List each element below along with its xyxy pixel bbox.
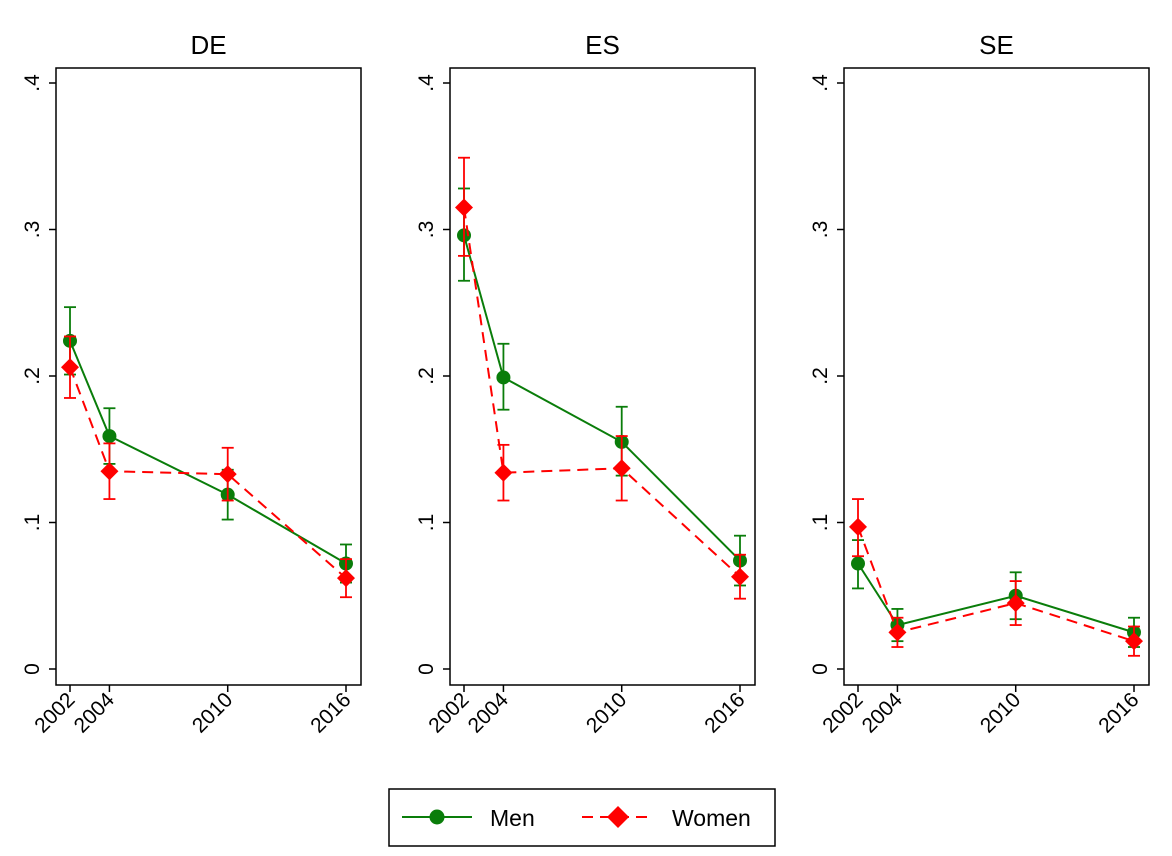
series-line-women	[69, 366, 347, 579]
series-line-men	[857, 562, 1135, 634]
data-point-women	[455, 198, 473, 217]
legend-men-label: Men	[490, 805, 535, 831]
data-point-women	[1125, 632, 1143, 651]
data-point-women	[218, 465, 237, 484]
y-tick-label: .3	[415, 221, 438, 239]
data-point-women	[731, 567, 749, 586]
y-tick-label: .2	[21, 367, 44, 385]
series-line-women	[463, 207, 741, 578]
data-point-women	[849, 517, 867, 536]
series-line-women	[857, 526, 1135, 643]
legend-women-marker	[607, 806, 629, 828]
data-point-women	[494, 463, 513, 482]
y-tick-label: .3	[21, 221, 44, 239]
series-line-men	[463, 235, 741, 562]
data-point-women	[61, 358, 79, 377]
data-point-women	[1006, 594, 1025, 613]
series-women	[849, 498, 1143, 657]
y-tick-label: 0	[809, 663, 832, 675]
y-tick-label: .4	[415, 74, 438, 92]
y-tick-label: .4	[809, 74, 832, 92]
series-women	[455, 156, 749, 600]
legend-men-marker	[429, 809, 445, 825]
panel-title: SE	[979, 30, 1014, 60]
panel-title: DE	[190, 30, 226, 60]
y-tick-label: .2	[415, 367, 438, 385]
data-point-men	[496, 370, 511, 385]
y-tick-label: 0	[415, 663, 438, 675]
series-women	[61, 335, 355, 599]
legend: Men Women	[388, 788, 776, 847]
data-point-women	[100, 462, 119, 481]
data-point-women	[337, 569, 355, 588]
panel-title: ES	[585, 30, 620, 60]
series-line-men	[69, 340, 347, 565]
legend-women-label: Women	[672, 805, 751, 831]
y-tick-label: .1	[809, 514, 832, 532]
data-point-men	[851, 556, 865, 571]
data-point-men	[102, 429, 117, 444]
data-point-women	[888, 623, 907, 642]
y-tick-label: .2	[809, 367, 832, 385]
y-tick-label: .1	[415, 514, 438, 532]
y-tick-label: .4	[21, 74, 44, 92]
y-tick-label: .1	[21, 514, 44, 532]
y-tick-label: 0	[21, 663, 44, 675]
data-point-women	[612, 459, 631, 478]
y-tick-label: .3	[809, 221, 832, 239]
